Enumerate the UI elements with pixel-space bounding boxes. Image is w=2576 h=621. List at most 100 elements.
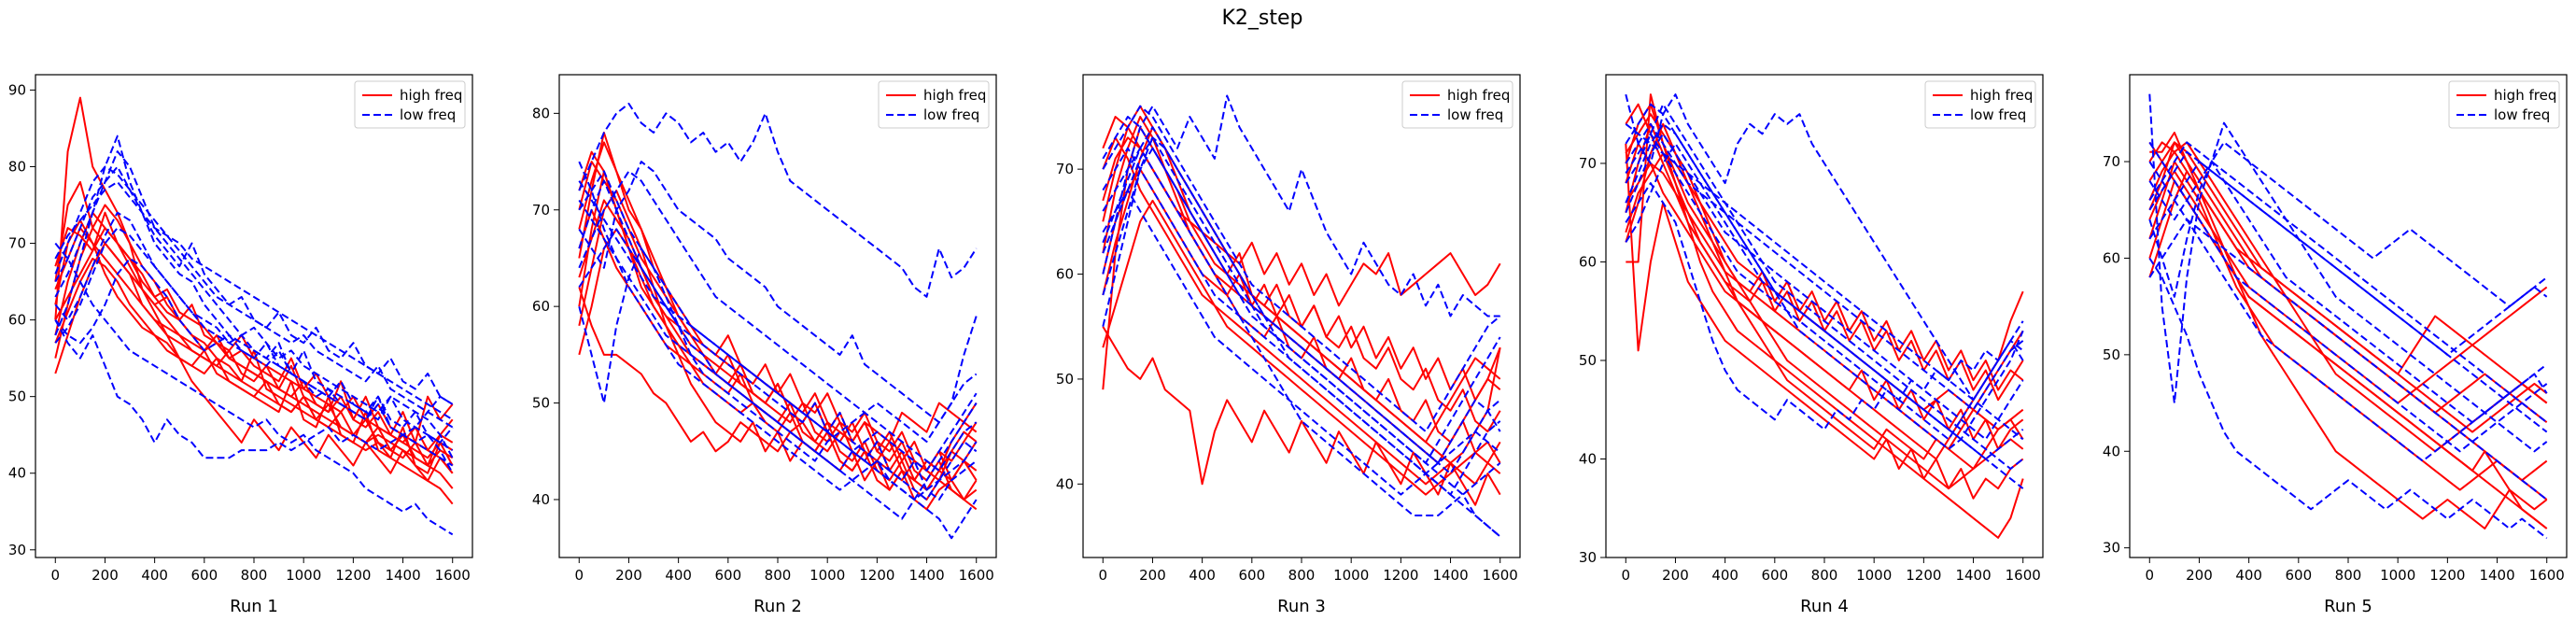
- high-freq-series-line-4: [54, 204, 454, 505]
- x-tick-label: 800: [1811, 567, 1838, 584]
- low-freq-series-line-14: [54, 165, 454, 429]
- low-freq-series-line-15: [54, 319, 454, 459]
- x-tick-label: 600: [190, 567, 218, 584]
- x-tick-label: 1400: [1432, 567, 1468, 584]
- x-tick-label: 1000: [2380, 567, 2415, 584]
- x-tick-label: 800: [1288, 567, 1316, 584]
- x-tick-label: 800: [241, 567, 268, 584]
- x-tick-label: 1000: [1856, 567, 1892, 584]
- x-tick-label: 400: [1189, 567, 1216, 584]
- x-tick-label: 200: [1662, 567, 1689, 584]
- low-freq-series-line-15: [1102, 126, 1501, 464]
- high-freq-series-line-6: [578, 287, 978, 453]
- x-tick-label: 1000: [1333, 567, 1369, 584]
- axes-frame: [2129, 74, 2568, 558]
- low-freq-series-line-11: [54, 258, 454, 459]
- x-axis-label: Run 2: [753, 597, 802, 616]
- low-freq-series-line-14: [578, 170, 978, 501]
- legend-high-freq-label: high freq: [2494, 87, 2556, 104]
- high-freq-series-line-5: [1102, 126, 1501, 486]
- low-freq-series-line-12: [1102, 105, 1501, 433]
- high-freq-series-line-10: [2148, 141, 2548, 529]
- high-freq-series-line-3: [54, 211, 454, 466]
- x-tick-label: 200: [615, 567, 642, 584]
- low-freq-series-line-18: [1102, 116, 1501, 475]
- y-tick-label: 70: [8, 235, 26, 252]
- low-freq-series-line-13: [54, 134, 454, 474]
- x-tick-label: 400: [141, 567, 168, 584]
- chart-panel-3: 0 200 400 600 800 1000 1200 1400 1600 40 50 60 70 Run…: [1056, 74, 1521, 616]
- legend-low-freq-label: low freq: [923, 106, 979, 123]
- x-tick-label: 1600: [435, 567, 471, 584]
- legend: high freq low freq: [1924, 80, 2036, 129]
- y-tick-label: 40: [1056, 475, 1074, 492]
- low-freq-series-line-11: [1625, 93, 2024, 402]
- low-freq-series-line-11: [1102, 94, 1500, 318]
- y-tick-label: 50: [2103, 346, 2120, 363]
- low-freq-series-line-16: [54, 211, 454, 467]
- high-freq-series-line-5: [1625, 142, 2024, 460]
- high-freq-series-line-3: [578, 161, 978, 511]
- y-tick-label: 70: [532, 202, 550, 219]
- x-tick-label: 0: [50, 567, 60, 584]
- x-tick-label: 200: [91, 567, 119, 584]
- low-freq-series-line-17: [54, 242, 454, 536]
- high-freq-series-line-9: [1625, 113, 2024, 490]
- y-tick-label: 60: [8, 312, 26, 329]
- x-tick-label: 0: [2145, 567, 2154, 584]
- low-freq-series-line-15: [578, 247, 978, 462]
- y-tick-label: 30: [8, 542, 26, 558]
- chart-panel-2: 0 200 400 600 800 1000 1200 1400 1600 40 50 60 70 80 R…: [532, 74, 997, 616]
- y-tick-label: 40: [532, 491, 550, 508]
- high-freq-series-line-6: [1102, 105, 1501, 444]
- x-axis-label: Run 1: [230, 597, 278, 616]
- high-freq-series-line-1: [1102, 126, 1501, 433]
- legend-high-freq-label: high freq: [1447, 87, 1510, 104]
- y-tick-label: 50: [1056, 371, 1074, 388]
- low-freq-series-line-20: [54, 180, 454, 421]
- x-axis-label: Run 4: [1800, 597, 1849, 616]
- low-freq-series-line-16: [578, 179, 978, 501]
- high-freq-series-line-10: [578, 199, 978, 482]
- low-freq-series-line-17: [578, 180, 978, 472]
- x-tick-label: 1600: [1483, 567, 1518, 584]
- chart-panel-4: 0 200 400 600 800 1000 1200 1400 1600 30 40 50 60 70 R…: [1579, 74, 2044, 616]
- x-tick-label: 0: [1621, 567, 1630, 584]
- low-freq-series-line-17: [1625, 123, 2024, 441]
- x-tick-label: 200: [1139, 567, 1166, 584]
- y-tick-label: 40: [1579, 450, 1597, 467]
- low-freq-series-line-19: [1102, 189, 1501, 496]
- series-group: [1102, 94, 1501, 538]
- x-tick-label: 1200: [2429, 567, 2465, 584]
- low-freq-series-line-17: [2148, 141, 2548, 423]
- x-tick-label: 600: [714, 567, 741, 584]
- high-freq-series-line-1: [578, 132, 978, 501]
- low-freq-series-line-20: [1625, 133, 2024, 441]
- x-tick-label: 1400: [2479, 567, 2514, 584]
- high-freq-series-line-10: [54, 258, 454, 467]
- y-tick-label: 90: [8, 81, 26, 98]
- x-tick-label: 1000: [286, 567, 321, 584]
- high-freq-series-line-3: [1102, 116, 1501, 464]
- legend-low-freq-label: low freq: [400, 106, 456, 123]
- x-tick-label: 1400: [908, 567, 944, 584]
- high-freq-series-line-6: [54, 242, 454, 444]
- legend-low-freq-label: low freq: [1447, 106, 1503, 123]
- legend-box: [354, 80, 466, 129]
- high-freq-series-line-7: [1102, 168, 1501, 402]
- chart-panel-1: 0 200 400 600 800 1000 1200 1400 1600 30 40 50 60 70 8…: [8, 74, 473, 616]
- y-tick-label: 80: [8, 158, 26, 175]
- legend-high-freq-label: high freq: [400, 87, 462, 104]
- high-freq-series-line-8: [2148, 141, 2548, 453]
- y-tick-label: 70: [2103, 153, 2120, 170]
- y-tick-label: 50: [8, 388, 26, 405]
- high-freq-series-line-9: [578, 141, 978, 482]
- low-freq-series-line-14: [1625, 182, 2024, 430]
- y-tick-label: 60: [2103, 249, 2120, 266]
- x-tick-label: 1200: [1906, 567, 1941, 584]
- x-tick-label: 600: [1761, 567, 1788, 584]
- y-tick-label: 60: [1056, 266, 1074, 283]
- legend-low-freq-label: low freq: [1970, 106, 2026, 123]
- y-tick-label: 80: [532, 105, 550, 121]
- low-freq-series-line-20: [1102, 136, 1501, 496]
